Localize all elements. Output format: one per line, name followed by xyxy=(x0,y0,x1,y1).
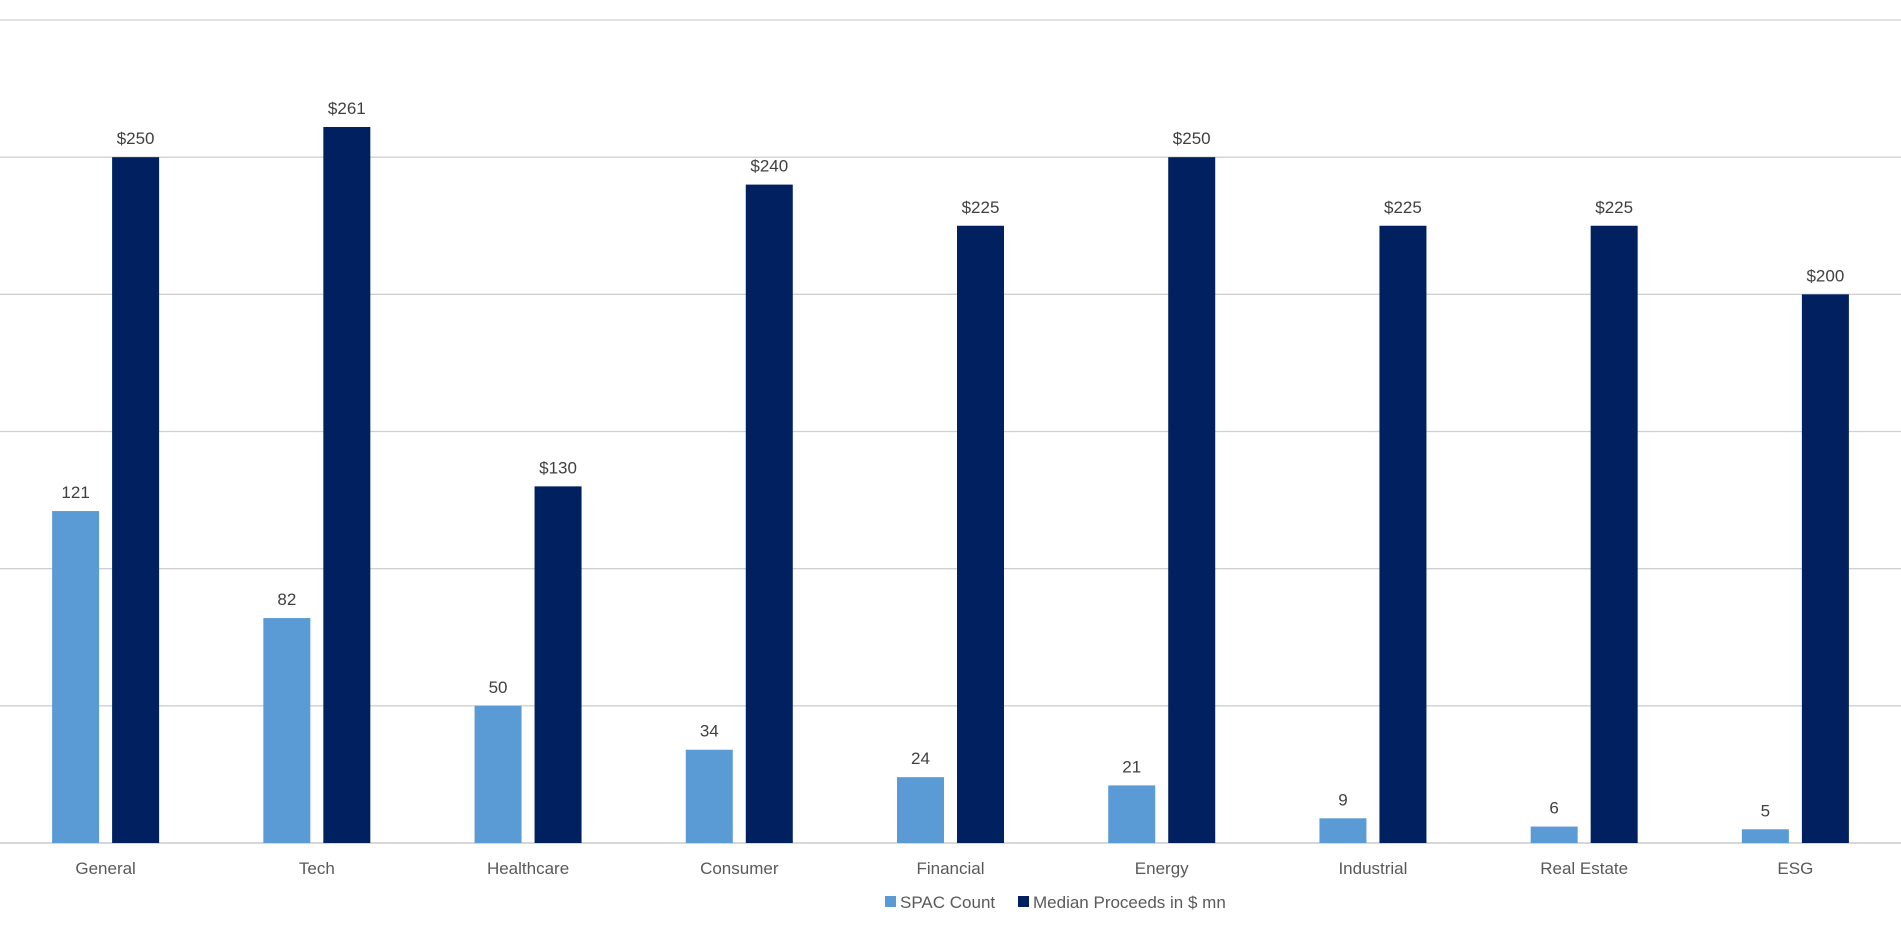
spac-count-bar-financial xyxy=(897,777,944,843)
legend-label-spac-count: SPAC Count xyxy=(900,893,995,912)
category-label: Financial xyxy=(916,859,984,878)
spac-count-bar-industrial xyxy=(1319,818,1367,843)
spac-count-label-energy: 21 xyxy=(1122,757,1141,776)
median-proceeds-bar-general xyxy=(112,157,160,843)
median-proceeds-label-financial: $225 xyxy=(962,198,1000,217)
median-proceeds-bar-esg xyxy=(1801,294,1849,843)
median-proceeds-label-real-estate: $225 xyxy=(1595,198,1633,217)
data-labels: 121 $250 82 $261 50 $130 34 $240 24 $225 21 $250 9 $2… xyxy=(61,99,1844,820)
spac-count-label-real-estate: 6 xyxy=(1549,799,1558,818)
legend-swatch-median-proceeds xyxy=(1018,896,1029,907)
category-label: Real Estate xyxy=(1540,859,1628,878)
category-label: Industrial xyxy=(1338,859,1407,878)
category-label: ESG xyxy=(1777,859,1813,878)
category-label: Tech xyxy=(299,859,335,878)
legend-swatch-spac-count xyxy=(885,896,896,907)
spac-count-bar-real-estate xyxy=(1530,826,1578,843)
median-proceeds-label-consumer: $240 xyxy=(750,157,788,176)
median-proceeds-bar-financial xyxy=(957,225,1004,843)
median-proceeds-bar-healthcare xyxy=(534,486,582,843)
spac-count-label-consumer: 34 xyxy=(700,722,719,741)
median-proceeds-label-tech: $261 xyxy=(328,99,366,118)
gridlines xyxy=(0,19,1901,844)
spac-count-label-healthcare: 50 xyxy=(489,678,508,697)
category-axis-labels: General Tech Healthcare Consumer Financial En… xyxy=(75,859,1813,878)
category-label: General xyxy=(75,859,135,878)
legend-label-median-proceeds: Median Proceeds in $ mn xyxy=(1033,893,1226,912)
spac-count-bar-general xyxy=(52,511,100,843)
spac-count-bar-consumer xyxy=(685,749,733,843)
median-proceeds-label-industrial: $225 xyxy=(1384,198,1422,217)
median-proceeds-bar-real-estate xyxy=(1590,225,1638,843)
median-proceeds-label-energy: $250 xyxy=(1173,129,1211,148)
category-label: Healthcare xyxy=(487,859,569,878)
spac-count-label-financial: 24 xyxy=(911,749,930,768)
median-proceeds-label-general: $250 xyxy=(117,129,155,148)
spac-count-label-industrial: 9 xyxy=(1338,790,1347,809)
median-proceeds-bar-industrial xyxy=(1379,225,1427,843)
spac-count-bar-healthcare xyxy=(474,705,522,843)
category-label: Consumer xyxy=(700,859,779,878)
category-label: Energy xyxy=(1135,859,1189,878)
spac-count-bar-energy xyxy=(1108,785,1156,843)
median-proceeds-bar-consumer xyxy=(745,184,793,844)
median-proceeds-label-healthcare: $130 xyxy=(539,458,577,477)
spac-count-label-esg: 5 xyxy=(1761,801,1770,820)
spac-count-bar-esg xyxy=(1741,829,1789,843)
spac-count-bar-tech xyxy=(263,618,311,843)
median-proceeds-bar-energy xyxy=(1168,157,1216,843)
spac-count-label-general: 121 xyxy=(61,483,89,502)
median-proceeds-label-esg: $200 xyxy=(1806,266,1844,285)
median-proceeds-bar-tech xyxy=(323,126,371,844)
spac-count-label-tech: 82 xyxy=(277,590,296,609)
bars xyxy=(52,126,1849,844)
legend: SPAC Count Median Proceeds in $ mn xyxy=(885,893,1226,912)
